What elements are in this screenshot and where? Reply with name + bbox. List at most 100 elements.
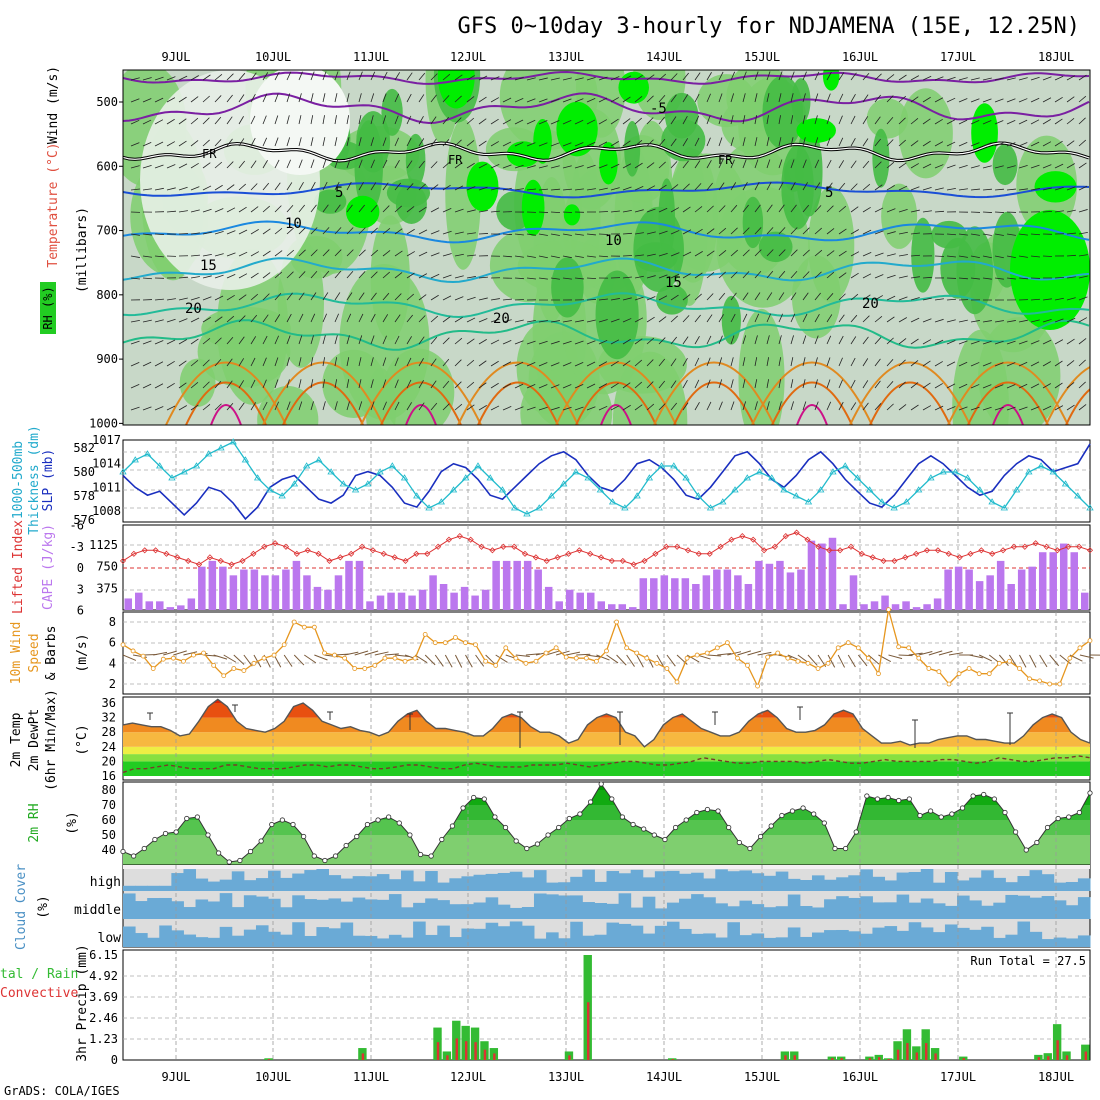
li-point — [380, 550, 387, 557]
wind-barb — [898, 317, 908, 323]
rh-point — [928, 808, 934, 814]
wind-barb — [550, 98, 560, 103]
wind-barb — [298, 93, 302, 103]
wind-barb — [694, 379, 700, 389]
wind-barb — [454, 253, 464, 257]
cloud-bar — [123, 885, 136, 891]
wind-barb — [514, 77, 524, 81]
rh-shade — [898, 88, 953, 179]
wind-barb — [238, 294, 247, 301]
wind-barb — [226, 294, 235, 301]
cloud-bar — [183, 869, 197, 891]
wind-barb — [646, 117, 654, 125]
wind-barb — [766, 227, 774, 235]
wind-barb — [658, 161, 666, 169]
thickness-point — [706, 504, 715, 511]
wind-barb — [346, 159, 351, 169]
rh-point — [502, 824, 509, 831]
wind-barb — [454, 139, 462, 147]
wind-barb — [998, 654, 1009, 666]
wind-barb — [994, 362, 1004, 367]
cloud-bar — [243, 929, 257, 947]
cloud-bar — [280, 877, 293, 891]
thickness-point — [559, 480, 568, 487]
rh-point — [311, 853, 317, 859]
wind-barb — [958, 361, 968, 367]
cape-bar — [439, 584, 448, 610]
wind-barb — [1018, 119, 1028, 125]
cloud-bar — [437, 882, 450, 891]
wind-barb — [370, 401, 375, 411]
wind-barb — [418, 336, 425, 345]
wind-barb — [526, 188, 536, 191]
cloud-bar — [679, 873, 692, 891]
wind-barb — [958, 233, 968, 236]
thickness-point — [302, 462, 311, 469]
wind-barb — [790, 292, 797, 301]
cloud-bar — [836, 896, 849, 919]
rh-shade — [624, 121, 641, 177]
cloud-bar — [509, 921, 523, 947]
wind-barb — [250, 206, 259, 213]
wind-barb — [898, 296, 908, 301]
wind-barb — [262, 205, 271, 213]
rh-point — [396, 820, 402, 826]
wind-barb — [466, 296, 476, 301]
li-point — [141, 547, 148, 554]
cloud-bar — [570, 895, 583, 919]
wind-speed-point — [815, 666, 821, 671]
wind-barb — [574, 361, 584, 367]
wind-barb — [298, 379, 302, 389]
wind-barb — [250, 402, 257, 411]
wind-barb — [1078, 338, 1087, 345]
cloud-level-label: middle — [74, 903, 121, 918]
thickness-point — [829, 468, 837, 475]
rh-point — [120, 848, 126, 855]
rh-point — [641, 826, 647, 832]
cape-bar — [681, 578, 690, 610]
rh-point — [386, 814, 392, 820]
cloud-bar — [364, 935, 378, 947]
isotherm-line — [123, 257, 1090, 284]
wind-speed-point — [876, 671, 881, 677]
wind-barb — [982, 255, 992, 259]
wind-barb — [190, 140, 199, 147]
wind-barb — [322, 227, 330, 235]
wind-barb — [670, 207, 680, 213]
rh-legend-swatch — [40, 282, 56, 334]
wind-barb — [202, 296, 212, 301]
thickness-point — [951, 468, 960, 475]
wind-speed-point — [1087, 638, 1093, 643]
wind-barb — [514, 299, 525, 301]
li-point — [467, 536, 474, 543]
thickness-point — [914, 486, 923, 493]
wind-barb — [382, 401, 387, 411]
wind-barb — [538, 320, 548, 323]
thickness-tick: 580 — [73, 465, 95, 479]
li-point — [869, 554, 876, 561]
thickness-point — [902, 498, 911, 505]
cloud-bar — [932, 903, 946, 919]
cloud-bar — [630, 925, 644, 947]
wind-barb — [850, 272, 859, 279]
cloud-bar — [618, 923, 632, 947]
rh-point — [981, 791, 987, 798]
precip-tick: 6.15 — [89, 948, 118, 962]
rh-shade-high — [971, 103, 998, 163]
rh-point — [471, 794, 477, 801]
wind-barb — [430, 184, 439, 191]
wind-barb — [262, 182, 270, 191]
wind-barb — [706, 335, 712, 345]
wind-barb — [574, 188, 584, 191]
wind-barb — [946, 255, 956, 258]
wind-barb — [322, 270, 330, 279]
wind-barb — [322, 71, 327, 81]
thickness-point — [657, 462, 666, 469]
wind-barb — [190, 162, 199, 169]
wind-barb — [706, 72, 712, 81]
wind-barb — [994, 384, 1004, 389]
wind-barb — [994, 255, 1004, 259]
wind-barb — [226, 402, 234, 411]
label-2m-rh: 2m RH — [27, 803, 42, 842]
